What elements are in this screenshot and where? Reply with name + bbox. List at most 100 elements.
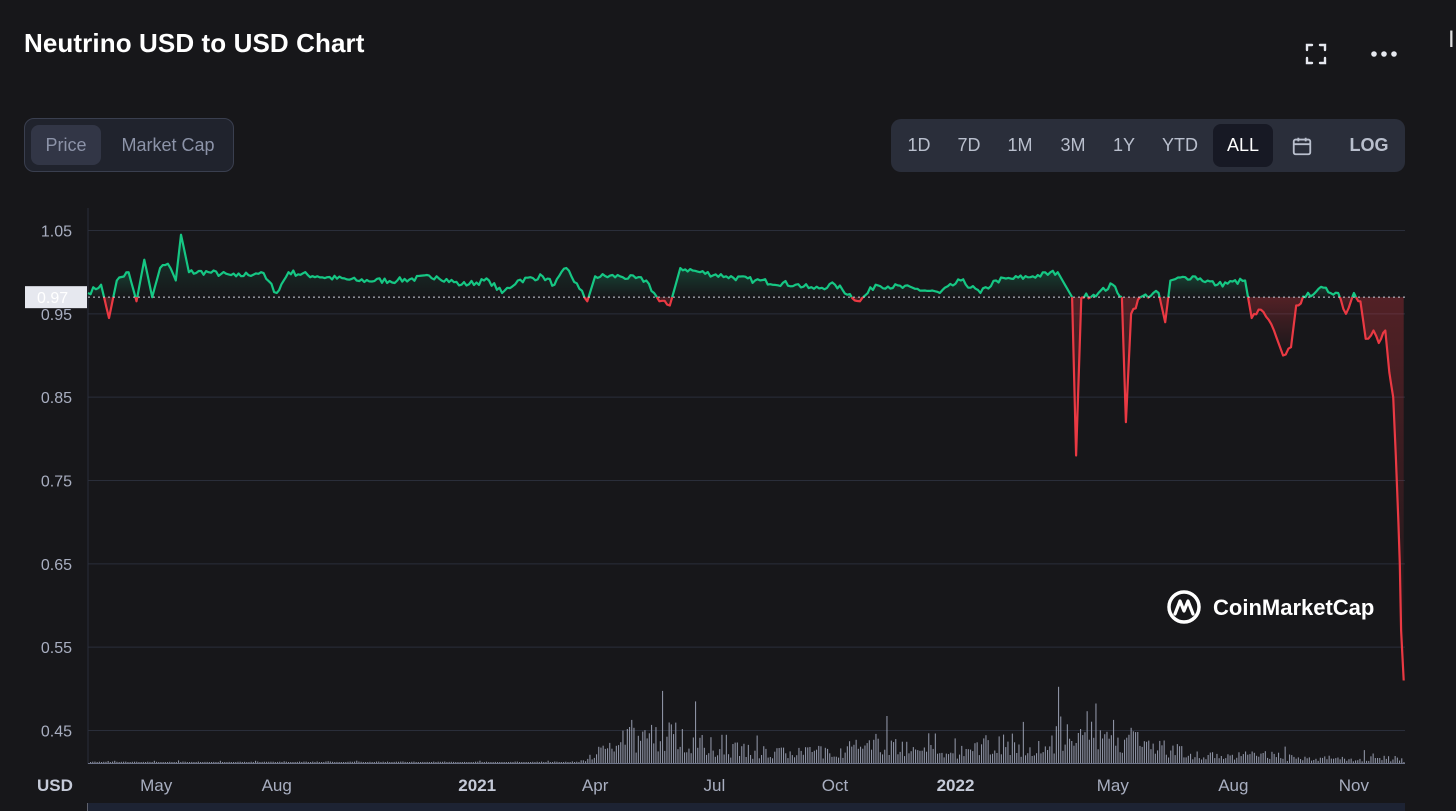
volume-bar <box>303 761 305 763</box>
volume-bar <box>651 724 653 763</box>
range-1m[interactable]: 1M <box>1007 135 1033 155</box>
range-1d[interactable]: 1D <box>907 135 931 155</box>
more-horizontal-icon[interactable] <box>1368 40 1400 68</box>
volume-bar <box>1366 760 1368 763</box>
volume-bar <box>655 727 657 763</box>
volume-bar <box>536 761 538 763</box>
volume-bar <box>710 737 712 763</box>
volume-bar <box>1216 753 1218 763</box>
log-toggle[interactable]: LOG <box>1349 135 1389 155</box>
volume-bar <box>728 754 730 763</box>
volume-bar <box>615 745 617 763</box>
volume-bar <box>1018 744 1020 763</box>
volume-bar <box>741 746 743 763</box>
volume-bar <box>657 751 659 763</box>
volume-bar <box>646 738 648 763</box>
volume-bar <box>512 762 514 763</box>
volume-bar <box>919 750 921 763</box>
volume-bar <box>145 762 147 763</box>
volume-bar <box>1099 730 1101 763</box>
volume-bar <box>1368 760 1370 763</box>
volume-bar <box>853 744 855 763</box>
volume-bar <box>107 761 109 763</box>
volume-bar <box>611 748 613 763</box>
volume-bar <box>765 748 767 763</box>
volume-bar <box>820 746 822 763</box>
volume-bar <box>1049 746 1051 763</box>
volume-bar <box>162 762 164 763</box>
volume-bar <box>1141 746 1143 763</box>
volume-bar <box>1275 757 1277 763</box>
volume-bar <box>1053 753 1055 763</box>
volume-bar <box>307 762 309 763</box>
volume-bar <box>829 753 831 763</box>
volume-bar <box>1110 735 1112 763</box>
range-ytd[interactable]: YTD <box>1162 135 1198 155</box>
volume-bar <box>1029 747 1031 763</box>
volume-bar <box>1106 731 1108 763</box>
volume-bar <box>567 762 569 763</box>
volume-bar <box>1357 760 1359 763</box>
volume-bar <box>140 762 142 763</box>
y-tick-label: 0.85 <box>41 390 72 407</box>
volume-bar <box>1269 758 1271 763</box>
volume-bar <box>838 757 840 763</box>
volume-bar <box>607 748 609 763</box>
volume-bar <box>800 750 802 763</box>
volume-bar <box>699 737 701 763</box>
currency-label: USD <box>37 776 73 795</box>
volume-bar <box>1198 758 1200 763</box>
volume-bar <box>677 749 679 763</box>
calendar-icon[interactable] <box>1279 124 1325 167</box>
volume-bar <box>1286 760 1288 763</box>
volume-bar <box>230 762 232 763</box>
volume-bar <box>109 762 111 763</box>
range-all[interactable]: ALL <box>1213 124 1273 167</box>
volume-bar <box>222 762 224 763</box>
volume-bar <box>719 749 721 763</box>
volume-bar <box>1396 757 1398 763</box>
y-axis: 1.05 0.95 0.85 0.75 0.65 0.55 0.45 <box>41 224 72 741</box>
volume-bar <box>448 761 450 763</box>
edge-glyph: I <box>1448 26 1455 53</box>
volume-bar <box>384 762 386 763</box>
volume-bar <box>591 759 593 763</box>
tab-price[interactable]: Price <box>31 125 101 165</box>
volume-bar <box>626 729 628 763</box>
volume-bar <box>613 751 615 763</box>
volume-bar <box>695 701 697 763</box>
volume-bar <box>1339 759 1341 763</box>
price-line-up <box>1351 291 1357 298</box>
volume-bar <box>1159 740 1161 763</box>
price-area-up <box>588 274 657 298</box>
volume-bar <box>714 756 716 763</box>
volume-bar <box>483 762 485 763</box>
volume-bar <box>822 758 824 763</box>
range-1y[interactable]: 1Y <box>1112 135 1136 155</box>
fullscreen-icon[interactable] <box>1300 40 1332 68</box>
volume-bar <box>1181 746 1183 763</box>
volume-bar <box>169 761 171 763</box>
volume-bar <box>1044 746 1046 763</box>
volume-bar <box>631 719 633 763</box>
volume-bar <box>767 757 769 763</box>
volume-bar <box>1229 755 1231 763</box>
volume-bar <box>349 761 351 763</box>
volume-bar <box>644 730 646 763</box>
volume-bar <box>1168 757 1170 763</box>
volume-bar <box>963 756 965 763</box>
volume-bar <box>120 761 122 763</box>
price-line-down <box>1338 296 1354 315</box>
range-3m[interactable]: 3M <box>1060 135 1086 155</box>
volume-bar <box>323 762 325 763</box>
volume-bar <box>1260 753 1262 763</box>
volume-bar <box>1267 757 1269 763</box>
volume-bar <box>468 762 470 763</box>
tab-market-cap[interactable]: Market Cap <box>121 135 215 155</box>
range-7d[interactable]: 7D <box>957 135 981 155</box>
volume-bar <box>1170 750 1172 763</box>
volume-bar <box>332 761 334 763</box>
volume-bar <box>1009 755 1011 763</box>
volume-bar <box>745 757 747 763</box>
volume-bar <box>598 746 600 763</box>
